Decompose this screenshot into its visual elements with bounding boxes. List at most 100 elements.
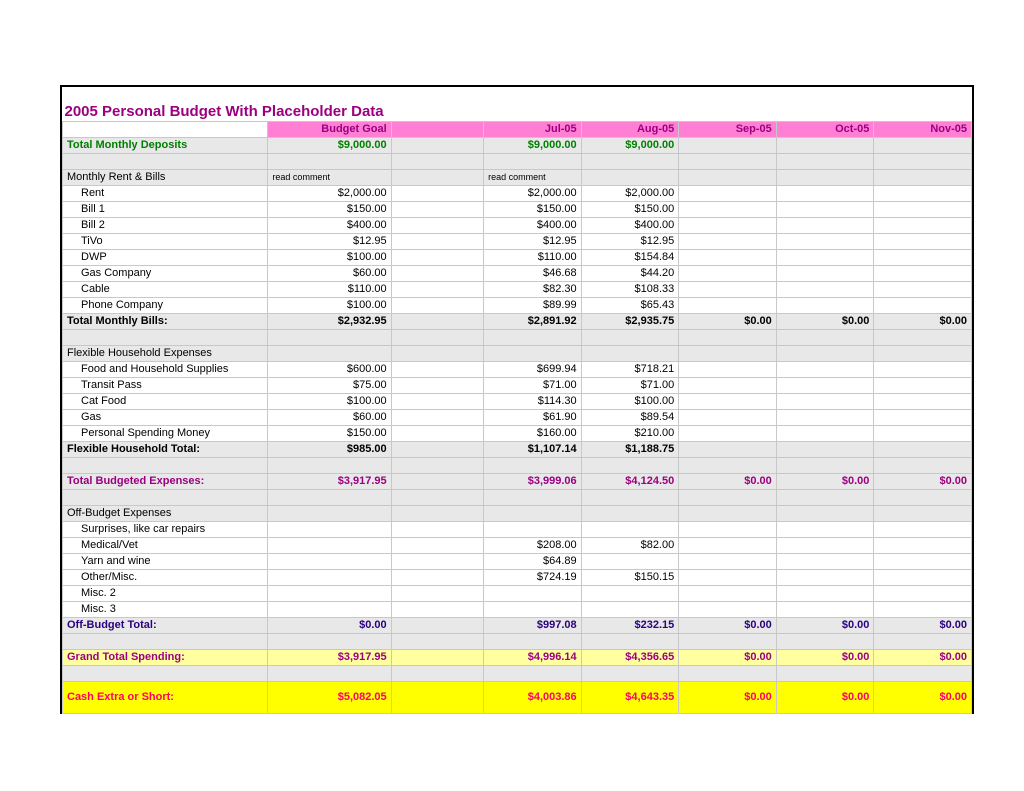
flex-row-m2[interactable] (679, 361, 777, 377)
bills-comment-1[interactable]: read comment (268, 169, 391, 185)
blank-cell[interactable] (874, 489, 972, 505)
bills-row-goal[interactable]: $110.00 (268, 281, 391, 297)
flex-row-goal[interactable]: $60.00 (268, 409, 391, 425)
bills-row-m1[interactable]: $65.43 (581, 297, 679, 313)
spacer-cell[interactable] (391, 233, 483, 249)
page-title[interactable]: 2005 Personal Budget With Placeholder Da… (63, 87, 972, 121)
tbe-label[interactable]: Total Budgeted Expenses: (63, 473, 268, 489)
blank-cell[interactable] (63, 329, 268, 345)
bills-row-m1[interactable]: $150.00 (581, 201, 679, 217)
bills-row-label[interactable]: Bill 1 (63, 201, 268, 217)
blank-cell[interactable] (484, 489, 582, 505)
flex-row-m3[interactable] (776, 393, 874, 409)
blank-cell[interactable] (63, 153, 268, 169)
bills-row-m3[interactable] (776, 281, 874, 297)
bills-row-m4[interactable] (874, 185, 972, 201)
gts-label[interactable]: Grand Total Spending: (63, 649, 268, 665)
off-row-m1[interactable]: $150.15 (581, 569, 679, 585)
off-total-label[interactable]: Off-Budget Total: (63, 617, 268, 633)
off-row-m4[interactable] (874, 521, 972, 537)
blank-cell[interactable] (268, 153, 391, 169)
flex-row-m4[interactable] (874, 425, 972, 441)
bills-row-m0[interactable]: $46.68 (484, 265, 582, 281)
bills-row-m1[interactable]: $12.95 (581, 233, 679, 249)
flex-row-m0[interactable]: $61.90 (484, 409, 582, 425)
cash-m4[interactable]: $0.00 (874, 681, 972, 713)
flex-row-m4[interactable] (874, 393, 972, 409)
spacer-cell[interactable] (391, 265, 483, 281)
spacer-cell[interactable] (391, 217, 483, 233)
spacer-cell[interactable] (391, 409, 483, 425)
bills-row-m2[interactable] (679, 185, 777, 201)
off-section-cell[interactable] (874, 505, 972, 521)
flex-row-goal[interactable]: $75.00 (268, 377, 391, 393)
spacer-cell[interactable] (391, 313, 483, 329)
blank-cell[interactable] (484, 665, 582, 681)
bills-row-m1[interactable]: $400.00 (581, 217, 679, 233)
bills-total-m3[interactable]: $0.00 (776, 313, 874, 329)
blank-cell[interactable] (874, 633, 972, 649)
spacer-cell[interactable] (391, 169, 483, 185)
off-row-m1[interactable] (581, 521, 679, 537)
flex-section-cell[interactable] (484, 345, 582, 361)
off-section-label[interactable]: Off-Budget Expenses (63, 505, 268, 521)
bills-row-m1[interactable]: $154.84 (581, 249, 679, 265)
off-row-m4[interactable] (874, 601, 972, 617)
blank-cell[interactable] (268, 665, 391, 681)
off-row-label[interactable]: Misc. 3 (63, 601, 268, 617)
bills-row-m0[interactable]: $89.99 (484, 297, 582, 313)
flex-row-label[interactable]: Personal Spending Money (63, 425, 268, 441)
bills-row-m3[interactable] (776, 217, 874, 233)
flex-section-cell[interactable] (874, 345, 972, 361)
off-row-label[interactable]: Medical/Vet (63, 537, 268, 553)
blank-cell[interactable] (874, 457, 972, 473)
bills-row-m3[interactable] (776, 185, 874, 201)
blank-cell[interactable] (679, 457, 777, 473)
off-row-m4[interactable] (874, 553, 972, 569)
bills-row-label[interactable]: Bill 2 (63, 217, 268, 233)
flex-row-m3[interactable] (776, 425, 874, 441)
blank-cell[interactable] (874, 665, 972, 681)
bills-row-m0[interactable]: $150.00 (484, 201, 582, 217)
spacer-cell[interactable] (391, 617, 483, 633)
blank-cell[interactable] (581, 153, 679, 169)
blank-cell[interactable] (268, 633, 391, 649)
off-row-m0[interactable]: $64.89 (484, 553, 582, 569)
bills-total-m2[interactable]: $0.00 (679, 313, 777, 329)
cash-m1[interactable]: $4,643.35 (581, 681, 679, 713)
off-section-cell[interactable] (484, 505, 582, 521)
blank-cell[interactable] (581, 457, 679, 473)
flex-row-m1[interactable]: $210.00 (581, 425, 679, 441)
bills-row-m4[interactable] (874, 297, 972, 313)
blank-cell[interactable] (679, 665, 777, 681)
spacer-cell[interactable] (391, 521, 483, 537)
deposits-m2[interactable] (679, 137, 777, 153)
deposits-label[interactable]: Total Monthly Deposits (63, 137, 268, 153)
tbe-m2[interactable]: $0.00 (679, 473, 777, 489)
bills-total-label[interactable]: Total Monthly Bills: (63, 313, 268, 329)
bills-section-cell[interactable] (679, 169, 777, 185)
gts-goal[interactable]: $3,917.95 (268, 649, 391, 665)
bills-total-m4[interactable]: $0.00 (874, 313, 972, 329)
flex-row-label[interactable]: Transit Pass (63, 377, 268, 393)
off-row-m1[interactable] (581, 585, 679, 601)
deposits-m1[interactable]: $9,000.00 (581, 137, 679, 153)
flex-row-m4[interactable] (874, 409, 972, 425)
off-row-m1[interactable]: $82.00 (581, 537, 679, 553)
bills-row-m3[interactable] (776, 201, 874, 217)
deposits-m3[interactable] (776, 137, 874, 153)
flex-section-cell[interactable] (776, 345, 874, 361)
blank-cell[interactable] (679, 489, 777, 505)
blank-cell[interactable] (391, 153, 483, 169)
off-row-m4[interactable] (874, 537, 972, 553)
off-row-m2[interactable] (679, 537, 777, 553)
flex-row-m1[interactable]: $71.00 (581, 377, 679, 393)
flex-row-goal[interactable]: $150.00 (268, 425, 391, 441)
blank-cell[interactable] (874, 153, 972, 169)
spacer-cell[interactable] (391, 201, 483, 217)
bills-row-goal[interactable]: $150.00 (268, 201, 391, 217)
bills-row-m1[interactable]: $108.33 (581, 281, 679, 297)
tbe-m1[interactable]: $4,124.50 (581, 473, 679, 489)
spacer-cell[interactable] (391, 585, 483, 601)
spacer-cell[interactable] (391, 425, 483, 441)
